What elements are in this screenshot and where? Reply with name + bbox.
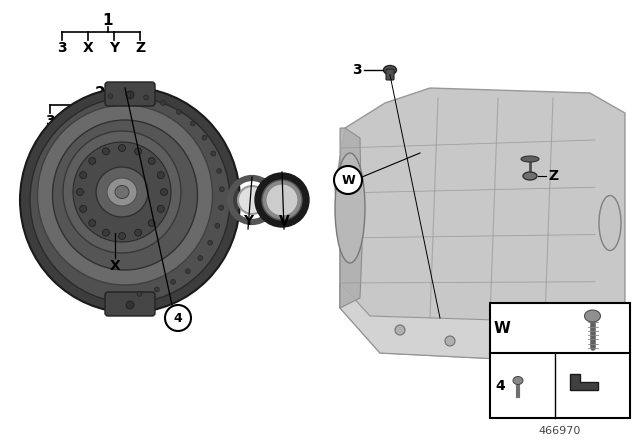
Circle shape xyxy=(80,172,86,179)
Circle shape xyxy=(126,93,131,98)
Ellipse shape xyxy=(30,98,230,302)
Text: X: X xyxy=(109,259,120,273)
Text: Z: Z xyxy=(135,41,145,55)
Circle shape xyxy=(118,233,125,240)
Circle shape xyxy=(211,151,216,156)
Text: 3: 3 xyxy=(45,114,55,128)
Circle shape xyxy=(202,135,207,140)
Ellipse shape xyxy=(52,120,198,270)
Text: Y: Y xyxy=(243,214,253,228)
Polygon shape xyxy=(340,128,362,308)
Circle shape xyxy=(154,287,159,292)
Circle shape xyxy=(157,172,164,179)
Circle shape xyxy=(190,121,195,126)
Circle shape xyxy=(186,269,190,274)
Text: 1: 1 xyxy=(103,13,113,27)
Text: Y: Y xyxy=(111,114,121,128)
Text: W: W xyxy=(493,320,511,336)
Polygon shape xyxy=(570,374,598,389)
Circle shape xyxy=(102,229,109,236)
Ellipse shape xyxy=(335,153,365,263)
Circle shape xyxy=(137,291,142,297)
Ellipse shape xyxy=(63,131,181,253)
Circle shape xyxy=(148,157,155,164)
Ellipse shape xyxy=(262,180,302,220)
Circle shape xyxy=(89,220,96,227)
Text: Z: Z xyxy=(548,169,558,183)
Ellipse shape xyxy=(73,142,171,242)
Circle shape xyxy=(198,255,203,260)
Circle shape xyxy=(80,205,86,212)
Circle shape xyxy=(161,189,168,195)
Circle shape xyxy=(89,157,96,164)
Circle shape xyxy=(215,223,220,228)
Ellipse shape xyxy=(96,167,148,217)
Ellipse shape xyxy=(523,172,537,180)
Ellipse shape xyxy=(20,87,240,313)
Bar xyxy=(490,303,630,418)
Circle shape xyxy=(102,148,109,155)
Circle shape xyxy=(208,240,212,245)
Circle shape xyxy=(118,145,125,151)
Circle shape xyxy=(334,166,362,194)
Text: 466970: 466970 xyxy=(539,426,581,436)
Ellipse shape xyxy=(238,186,266,214)
Text: 4: 4 xyxy=(173,311,182,324)
Circle shape xyxy=(134,148,141,155)
FancyBboxPatch shape xyxy=(105,292,155,316)
Text: Y: Y xyxy=(109,41,119,55)
Ellipse shape xyxy=(599,195,621,250)
Ellipse shape xyxy=(521,156,539,162)
Text: W: W xyxy=(86,114,102,128)
Circle shape xyxy=(217,168,221,173)
FancyBboxPatch shape xyxy=(386,69,394,80)
Circle shape xyxy=(500,343,510,353)
Text: 2: 2 xyxy=(95,86,106,100)
Polygon shape xyxy=(335,88,625,363)
Circle shape xyxy=(220,187,225,192)
Circle shape xyxy=(161,100,166,106)
Circle shape xyxy=(219,205,224,210)
Text: 3: 3 xyxy=(353,63,362,77)
Ellipse shape xyxy=(383,65,397,74)
Text: V: V xyxy=(278,214,289,228)
Ellipse shape xyxy=(255,173,309,227)
Circle shape xyxy=(126,301,134,309)
Ellipse shape xyxy=(115,185,129,198)
Text: X: X xyxy=(83,41,93,55)
Circle shape xyxy=(165,305,191,331)
Text: V: V xyxy=(67,114,77,128)
Ellipse shape xyxy=(38,105,212,285)
Circle shape xyxy=(143,95,148,100)
Polygon shape xyxy=(340,283,625,363)
FancyBboxPatch shape xyxy=(105,82,155,106)
Ellipse shape xyxy=(266,184,298,216)
Text: 4: 4 xyxy=(495,379,505,392)
Circle shape xyxy=(177,109,181,114)
Text: Z: Z xyxy=(133,114,143,128)
Circle shape xyxy=(108,94,113,99)
Circle shape xyxy=(445,336,455,346)
Text: W: W xyxy=(341,173,355,186)
Ellipse shape xyxy=(107,178,137,206)
Text: 3: 3 xyxy=(57,41,67,55)
Circle shape xyxy=(148,220,155,227)
Circle shape xyxy=(171,279,175,284)
Circle shape xyxy=(134,229,141,236)
Ellipse shape xyxy=(584,310,600,322)
Circle shape xyxy=(395,325,405,335)
Circle shape xyxy=(550,346,560,356)
Circle shape xyxy=(126,91,134,99)
Ellipse shape xyxy=(513,376,523,384)
Circle shape xyxy=(157,205,164,212)
Circle shape xyxy=(77,189,83,195)
